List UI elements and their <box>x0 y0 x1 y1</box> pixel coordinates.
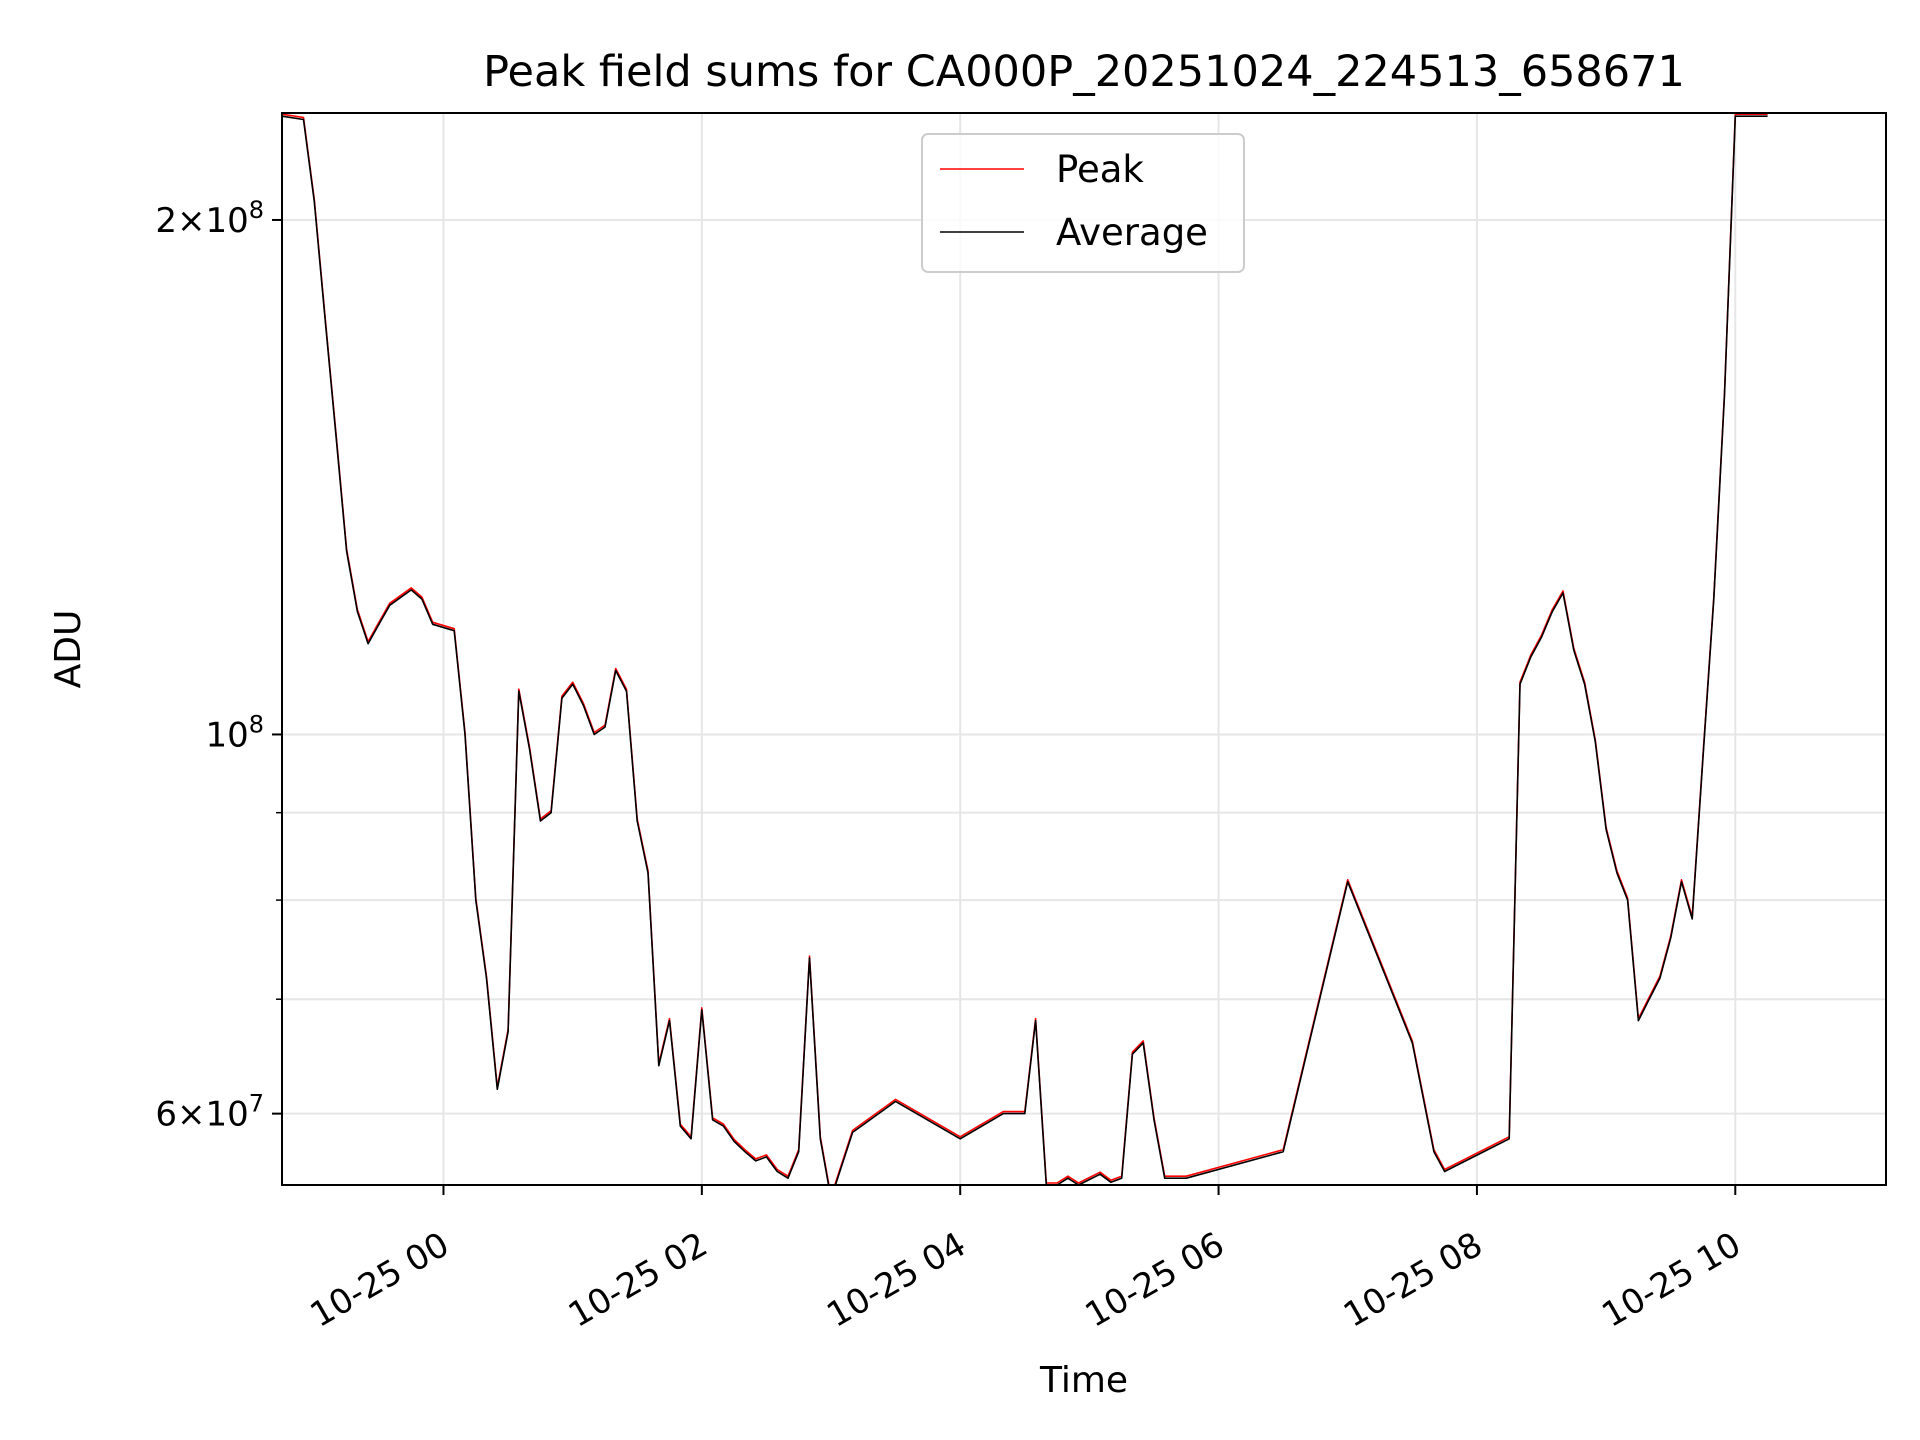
y-tick-label: 2×108 <box>155 196 264 241</box>
chart-title: Peak field sums for CA000P_20251024_2245… <box>483 47 1685 97</box>
x-axis-title: Time <box>1039 1360 1128 1401</box>
series-line-average <box>282 115 1768 1185</box>
legend-average-label: Average <box>1056 211 1208 254</box>
legend: Peak Average <box>921 133 1245 273</box>
y-axis-title: ADU <box>48 610 89 689</box>
y-tick-label: 108 <box>205 710 264 755</box>
y-tick-label: 6×107 <box>155 1090 264 1135</box>
legend-peak-label: Peak <box>1056 148 1144 191</box>
plot-frame <box>281 112 1887 1186</box>
plot-layer <box>282 113 1768 1185</box>
